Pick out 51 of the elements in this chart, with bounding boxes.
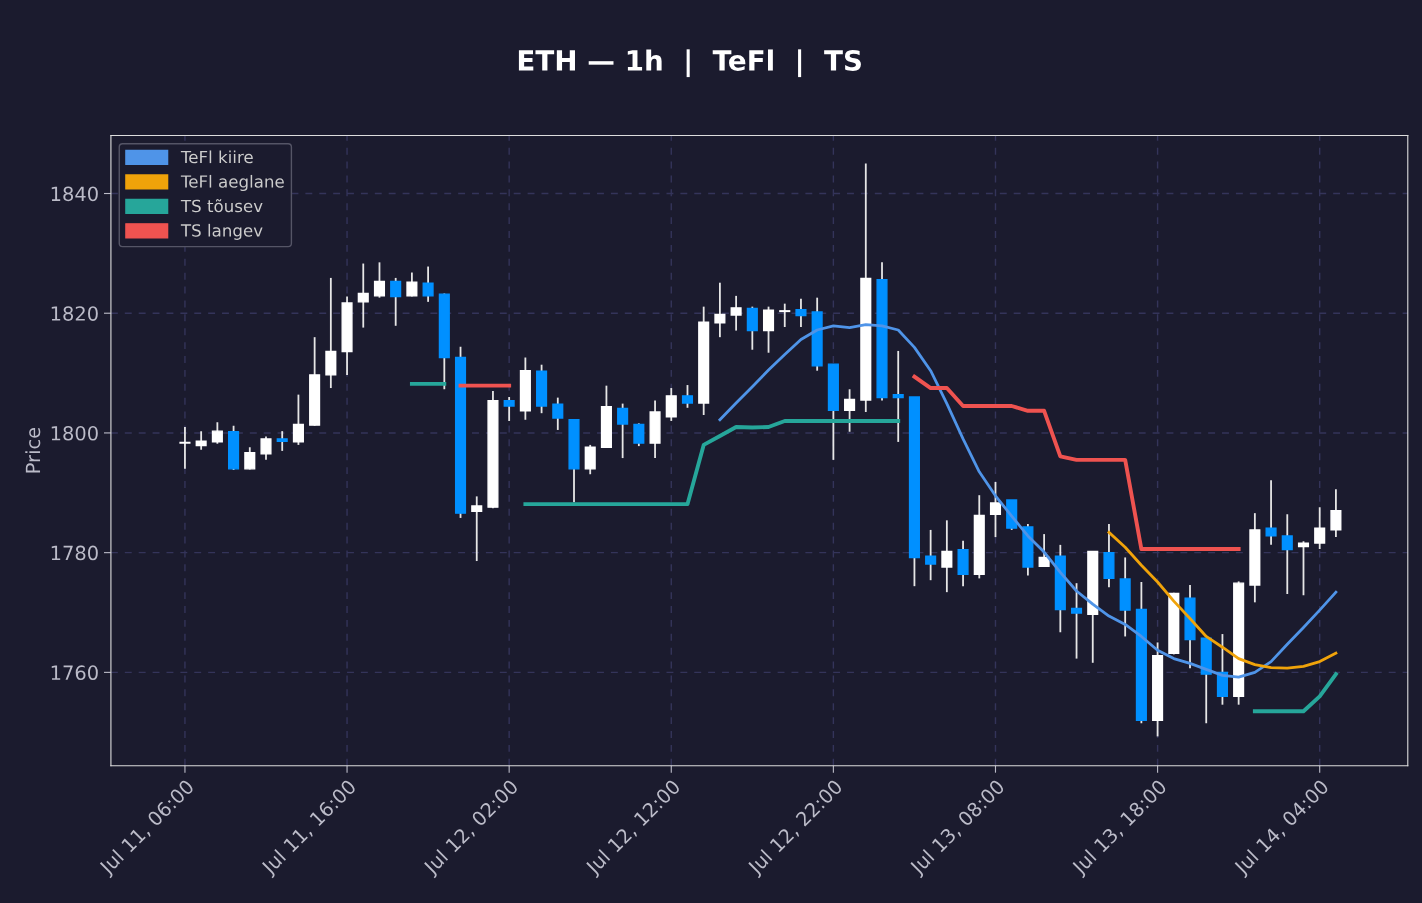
candlestick: [260, 435, 272, 461]
candlestick: [617, 402, 629, 459]
candlestick: [179, 426, 191, 470]
candlestick: [357, 262, 369, 329]
candlestick: [730, 294, 742, 332]
line-series: [1107, 530, 1338, 670]
candlestick: [1314, 506, 1326, 550]
line-series: [718, 323, 1338, 679]
chart-title: ETH — 1h | TeFl | TS: [518, 49, 861, 78]
candlestick: [795, 297, 807, 328]
candlestick: [584, 444, 596, 476]
candlestick: [373, 261, 386, 299]
candlestick: [503, 396, 515, 422]
y-tick-label: 1780: [51, 545, 98, 561]
candlestick: [633, 422, 645, 448]
candlestick: [941, 519, 953, 594]
candlestick: [195, 430, 207, 451]
candlestick: [1281, 513, 1293, 595]
candlestick: [276, 430, 288, 452]
candlestick: [1297, 540, 1310, 597]
y-axis-title: Price: [25, 427, 41, 473]
candlestick: [471, 495, 483, 562]
candlestick: [989, 481, 1002, 538]
y-tick-label: 1820: [51, 306, 98, 321]
y-tick-label: 1840: [51, 186, 98, 202]
candlestick: [292, 393, 304, 446]
candlestick: [244, 446, 256, 471]
y-tick-label: 1760: [51, 665, 98, 681]
candlestick: [681, 384, 694, 409]
candlestick: [844, 388, 856, 433]
candlestick: [714, 281, 726, 339]
candlestick: [1070, 582, 1083, 660]
candlestick: [1330, 488, 1342, 538]
candlestick: [552, 396, 564, 431]
candlestick: [390, 277, 402, 327]
y-tick-label: 1800: [51, 425, 98, 441]
legend-label: TeFl kiire: [180, 150, 253, 164]
candlestick: [406, 271, 418, 298]
candlestick: [746, 305, 758, 351]
candlestick: [762, 305, 775, 354]
candlestick: [665, 387, 677, 422]
candlestick: [892, 350, 904, 443]
legend-label: TS langev: [180, 223, 263, 240]
legend-label: TS tõusev: [180, 199, 263, 213]
candlestick: [211, 421, 223, 445]
candlestick: [422, 265, 434, 303]
candlestick: [925, 529, 937, 582]
candlestick: [779, 302, 791, 328]
legend-label: TeFl aeglane: [180, 174, 284, 192]
candlestick: [325, 277, 337, 389]
candlestick: [1265, 479, 1277, 546]
